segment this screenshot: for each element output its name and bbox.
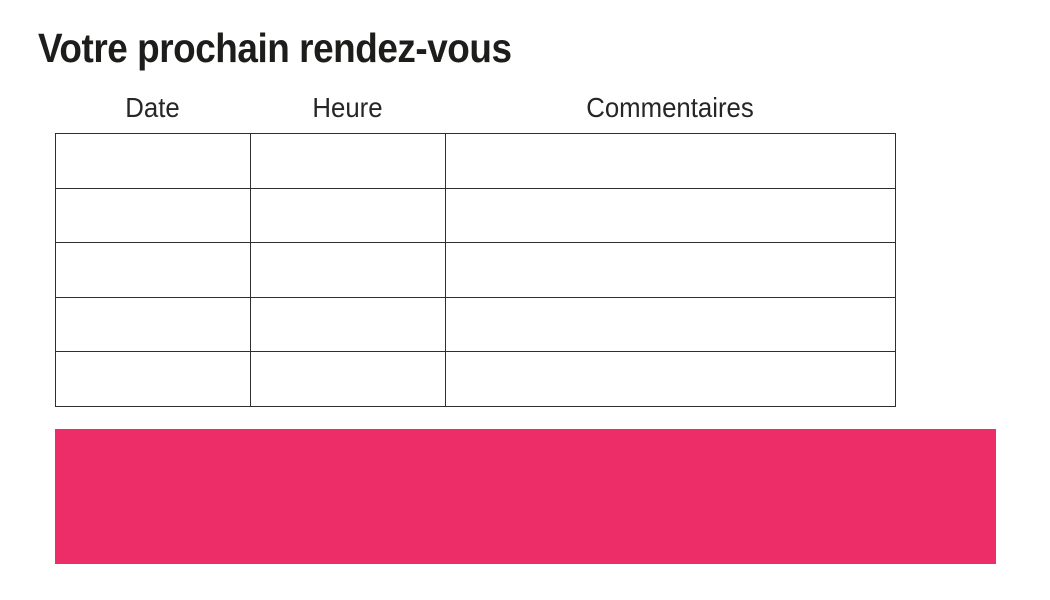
table-cell-commentaires <box>445 296 896 353</box>
column-header-heure: Heure <box>312 92 383 123</box>
table-cell-heure <box>250 296 446 353</box>
table-row <box>55 242 896 298</box>
table-cell-heure <box>250 133 446 189</box>
table-row <box>55 351 896 407</box>
table-cell-heure <box>250 242 446 298</box>
table-cell-commentaires <box>445 351 896 407</box>
table-cell-heure <box>250 187 446 244</box>
table-cell-date <box>55 242 251 298</box>
table-cell-date <box>55 351 251 407</box>
column-header-commentaires: Commentaires <box>586 92 754 123</box>
table-cell-heure <box>250 351 446 407</box>
table-cell-commentaires <box>445 187 896 244</box>
pink-banner <box>55 429 996 564</box>
table-row <box>55 296 896 353</box>
table-header-row: Date Heure Commentaires <box>55 92 895 124</box>
table-cell-date <box>55 296 251 353</box>
table-cell-date <box>55 133 251 189</box>
appointment-table <box>55 133 896 407</box>
table-row <box>55 187 896 244</box>
table-cell-commentaires <box>445 133 896 189</box>
table-row <box>55 133 896 189</box>
column-header-date: Date <box>125 92 180 123</box>
table-cell-date <box>55 187 251 244</box>
page-title: Votre prochain rendez-vous <box>38 25 512 71</box>
table-cell-commentaires <box>445 242 896 298</box>
